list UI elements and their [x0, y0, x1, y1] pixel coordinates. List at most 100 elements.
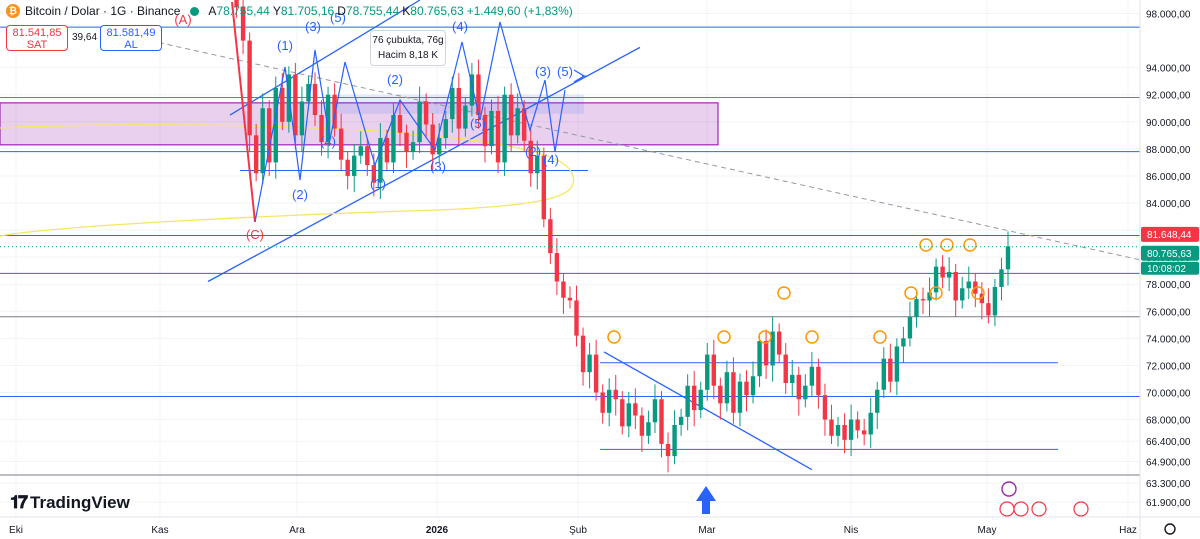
last-price-tag: 81.648,44: [1147, 230, 1192, 241]
buy-label: AL: [124, 39, 138, 51]
candle-body: [966, 281, 971, 289]
buy-button[interactable]: 81.581,49 AL: [100, 25, 162, 51]
candle-body: [835, 424, 841, 436]
y-tick-label: 68.000,00: [1146, 416, 1191, 427]
y-tick-label: 92.000,00: [1146, 91, 1191, 102]
symbol-header: ₿ Bitcoin / Dolar · 1G · Binance A78.755…: [0, 0, 573, 22]
dashed-trendline: [149, 40, 1141, 261]
candle-body: [469, 74, 475, 106]
countdown-label: 10:08:02: [1147, 264, 1186, 275]
buy-price: 81.581,49: [106, 27, 156, 39]
candle-body: [783, 354, 788, 384]
candle-body: [443, 119, 448, 139]
candle-body: [371, 165, 377, 183]
x-tick-label: Mar: [698, 525, 716, 536]
candle-body: [855, 419, 860, 431]
y-tick-label: 61.900,00: [1146, 498, 1191, 509]
wave-label: (4): [320, 134, 336, 149]
candle-body: [489, 110, 494, 147]
candle-body: [816, 366, 821, 396]
wave-label: (5): [330, 10, 346, 25]
candle-body: [652, 399, 658, 423]
x-tick-label: 2026: [426, 525, 449, 536]
candle-body: [508, 94, 514, 136]
candle-body: [672, 424, 677, 457]
tooltip-volume: Hacim 8,18 K: [377, 50, 439, 61]
candle-body: [809, 366, 815, 386]
y-tick-label: 64.900,00: [1146, 458, 1191, 469]
candle-body: [423, 101, 429, 125]
sell-button[interactable]: 81.541,85 SAT: [6, 25, 68, 51]
candle-body: [548, 219, 553, 254]
wave-label: (5): [470, 116, 486, 131]
candle-body: [894, 346, 900, 382]
y-tick-label: 84.000,00: [1146, 199, 1191, 210]
candle-body: [280, 87, 285, 122]
candle-body: [391, 115, 396, 163]
flag-icon: [1031, 501, 1047, 517]
candle-body: [646, 422, 651, 436]
lightning-icon: [1001, 481, 1017, 497]
wave-label: (3): [305, 19, 321, 34]
candle-body: [417, 101, 422, 143]
ohlc-high: Y81.705,16: [272, 4, 335, 18]
symbol-title[interactable]: Bitcoin / Dolar · 1G · Binance: [25, 4, 181, 18]
candle-body: [476, 74, 481, 116]
candle-body: [587, 354, 592, 373]
ohlc-close: K80.765,63: [402, 4, 464, 18]
wave-label: (3): [535, 64, 551, 79]
wave-label: (2): [525, 144, 541, 159]
y-tick-label: 78.000,00: [1146, 280, 1191, 291]
candle-body: [796, 374, 801, 400]
countdown-bg: [1141, 261, 1199, 275]
pivot-marker: [971, 286, 985, 300]
flag-icon: [1073, 501, 1089, 517]
candle-body: [580, 335, 586, 373]
y-tick-label: 74.000,00: [1146, 334, 1191, 345]
candle-body: [365, 146, 370, 166]
tradingview-logo-text: TradingView: [30, 492, 130, 512]
candle-body: [306, 83, 311, 102]
candle-body: [848, 419, 854, 440]
candle-body: [332, 94, 337, 129]
candle-body: [345, 159, 350, 176]
candle-body: [253, 135, 259, 174]
grid: [0, 0, 1140, 517]
candle-body: [554, 253, 560, 282]
candle-body: [737, 381, 743, 413]
pivot-marker: [717, 330, 731, 344]
flag-icon: [1013, 501, 1029, 517]
candle-body: [299, 101, 305, 136]
candle-body: [698, 389, 703, 411]
x-tick-label: Şub: [569, 525, 587, 536]
candle-body: [541, 155, 547, 220]
candle-body: [770, 331, 775, 366]
candle-body: [659, 399, 664, 444]
y-tick-label: 94.000,00: [1146, 64, 1191, 75]
wave-label: (3): [430, 159, 446, 174]
x-tick-label: Nis: [844, 525, 858, 536]
wave-label: (2): [292, 187, 308, 202]
candle-body: [986, 303, 991, 316]
flag-icon: [999, 501, 1015, 517]
candle-body: [456, 87, 462, 129]
candle-body: [620, 399, 625, 427]
bitcoin-logo-icon: ₿: [6, 4, 20, 18]
candle-body: [535, 155, 540, 174]
tradingview-logo[interactable]: 𝟏𝟕 TradingView: [10, 492, 130, 513]
candle-body: [378, 138, 383, 183]
wave-label: (4): [543, 152, 559, 167]
wave-count-path: [254, 21, 566, 223]
candle-body: [927, 292, 932, 301]
y-tick-label: 76.000,00: [1146, 307, 1191, 318]
wave-label: (5): [557, 64, 573, 79]
candle-body: [639, 415, 645, 436]
x-tick-label: May: [978, 525, 997, 536]
candle-body: [463, 105, 468, 129]
candle-body: [901, 338, 906, 347]
market-status-icon: [190, 6, 200, 16]
last-price-tag-bg: [1141, 226, 1199, 242]
current-price-tag: 80.765,63: [1147, 249, 1192, 260]
arrow-head: [573, 69, 586, 83]
